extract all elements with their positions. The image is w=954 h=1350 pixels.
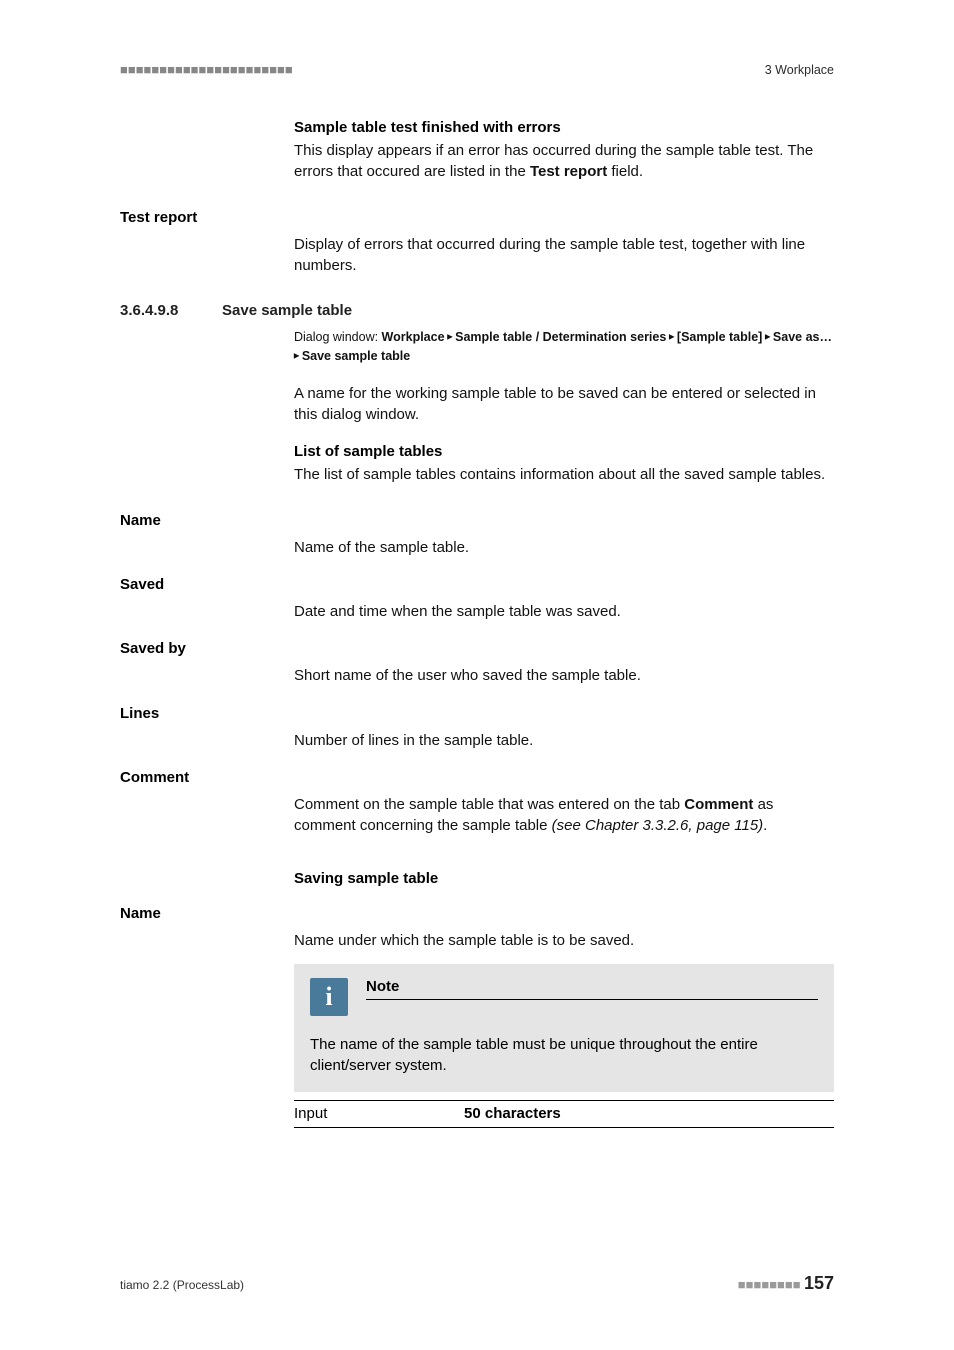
note-box: i Note The name of the sample table must… xyxy=(294,964,834,1093)
saving-name-row: Name xyxy=(120,905,834,922)
field-comment-row: Comment xyxy=(120,769,834,786)
dialog-path-4: Save as… xyxy=(773,330,832,344)
field-name-body-wrap: Name of the sample table. xyxy=(294,537,834,558)
error-body-bold: Test report xyxy=(530,163,607,180)
list-heading: List of sample tables xyxy=(294,443,834,460)
saving-heading: Saving sample table xyxy=(294,870,834,887)
field-saved-row: Saved xyxy=(120,576,834,593)
saving-name-body: Name under which the sample table is to … xyxy=(294,930,834,951)
dialog-sep-1: ▸ xyxy=(445,332,456,343)
section-heading-row: 3.6.4.9.8 Save sample table xyxy=(120,302,834,320)
field-lines-body: Number of lines in the sample table. xyxy=(294,730,834,751)
field-savedby-body-wrap: Short name of the user who saved the sam… xyxy=(294,665,834,686)
test-report-label: Test report xyxy=(120,209,294,226)
test-report-body: Display of errors that occurred during t… xyxy=(294,234,834,277)
error-body-text-b: field. xyxy=(607,163,643,180)
list-heading-wrap: List of sample tables The list of sample… xyxy=(294,443,834,485)
footer-right: ■■■■■■■■ 157 xyxy=(738,1273,834,1294)
footer-ornament: ■■■■■■■■ xyxy=(738,1277,801,1292)
test-report-row: Test report xyxy=(120,209,834,226)
note-title-wrap: Note xyxy=(366,978,818,1000)
error-heading: Sample table test finished with errors xyxy=(294,119,834,136)
page-footer: tiamo 2.2 (ProcessLab) ■■■■■■■■ 157 xyxy=(120,1273,834,1294)
dialog-path-2: Sample table / Determination series xyxy=(455,330,666,344)
dialog-sep-2: ▸ xyxy=(666,332,677,343)
comment-body-c: . xyxy=(763,817,767,834)
dialog-path-1: Workplace xyxy=(382,330,445,344)
field-comment-label: Comment xyxy=(120,769,294,786)
field-saved-body-wrap: Date and time when the sample table was … xyxy=(294,601,834,622)
info-icon: i xyxy=(310,978,348,1016)
field-lines-row: Lines xyxy=(120,705,834,722)
saving-name-body-wrap: Name under which the sample table is to … xyxy=(294,930,834,1128)
section-number: 3.6.4.9.8 xyxy=(120,302,222,319)
field-comment-body-wrap: Comment on the sample table that was ent… xyxy=(294,794,834,837)
dialog-path: Dialog window: Workplace ▸ Sample table … xyxy=(294,328,834,365)
field-savedby-body: Short name of the user who saved the sam… xyxy=(294,665,834,686)
field-savedby-row: Saved by xyxy=(120,640,834,657)
field-name-label: Name xyxy=(120,512,294,529)
dialog-path-3: [Sample table] xyxy=(677,330,762,344)
test-report-body-wrap: Display of errors that occurred during t… xyxy=(294,234,834,277)
comment-body-bold: Comment xyxy=(684,796,753,813)
input-label: Input xyxy=(294,1105,464,1122)
header-ornament-left: ■■■■■■■■■■■■■■■■■■■■■■ xyxy=(120,62,293,77)
input-row: Input 50 characters xyxy=(294,1100,834,1128)
section-body-wrap: A name for the working sample table to b… xyxy=(294,383,834,426)
field-saved-body: Date and time when the sample table was … xyxy=(294,601,834,622)
field-savedby-label: Saved by xyxy=(120,640,294,657)
dialog-sep-3: ▸ xyxy=(762,332,773,343)
error-body: This display appears if an error has occ… xyxy=(294,140,834,183)
dialog-path-wrap: Dialog window: Workplace ▸ Sample table … xyxy=(294,328,834,365)
section-title: Save sample table xyxy=(222,302,352,319)
input-value: 50 characters xyxy=(464,1105,561,1122)
saving-name-label: Name xyxy=(120,905,294,922)
page-header: ■■■■■■■■■■■■■■■■■■■■■■ 3 Workplace xyxy=(120,62,834,77)
note-body: The name of the sample table must be uni… xyxy=(310,1034,818,1077)
error-block: Sample table test finished with errors T… xyxy=(294,119,834,183)
field-saved-label: Saved xyxy=(120,576,294,593)
dialog-prefix: Dialog window: xyxy=(294,330,382,344)
comment-body-italic: (see Chapter 3.3.2.6, page 115) xyxy=(552,817,764,834)
field-name-row: Name xyxy=(120,512,834,529)
field-lines-body-wrap: Number of lines in the sample table. xyxy=(294,730,834,751)
field-name-body: Name of the sample table. xyxy=(294,537,834,558)
note-head-row: i Note xyxy=(310,978,818,1016)
dialog-sep-4: ▸ xyxy=(294,350,302,361)
page: ■■■■■■■■■■■■■■■■■■■■■■ 3 Workplace Sampl… xyxy=(0,0,954,1350)
field-lines-label: Lines xyxy=(120,705,294,722)
note-rule xyxy=(366,999,818,1000)
list-body: The list of sample tables contains infor… xyxy=(294,464,834,485)
field-comment-body: Comment on the sample table that was ent… xyxy=(294,794,834,837)
header-chapter: 3 Workplace xyxy=(765,63,834,77)
footer-page-number: 157 xyxy=(804,1273,834,1293)
note-title: Note xyxy=(366,978,818,999)
section-body: A name for the working sample table to b… xyxy=(294,383,834,426)
saving-heading-wrap: Saving sample table xyxy=(294,870,834,887)
comment-body-a: Comment on the sample table that was ent… xyxy=(294,796,684,813)
footer-product: tiamo 2.2 (ProcessLab) xyxy=(120,1278,244,1292)
dialog-path-5: Save sample table xyxy=(302,349,410,363)
